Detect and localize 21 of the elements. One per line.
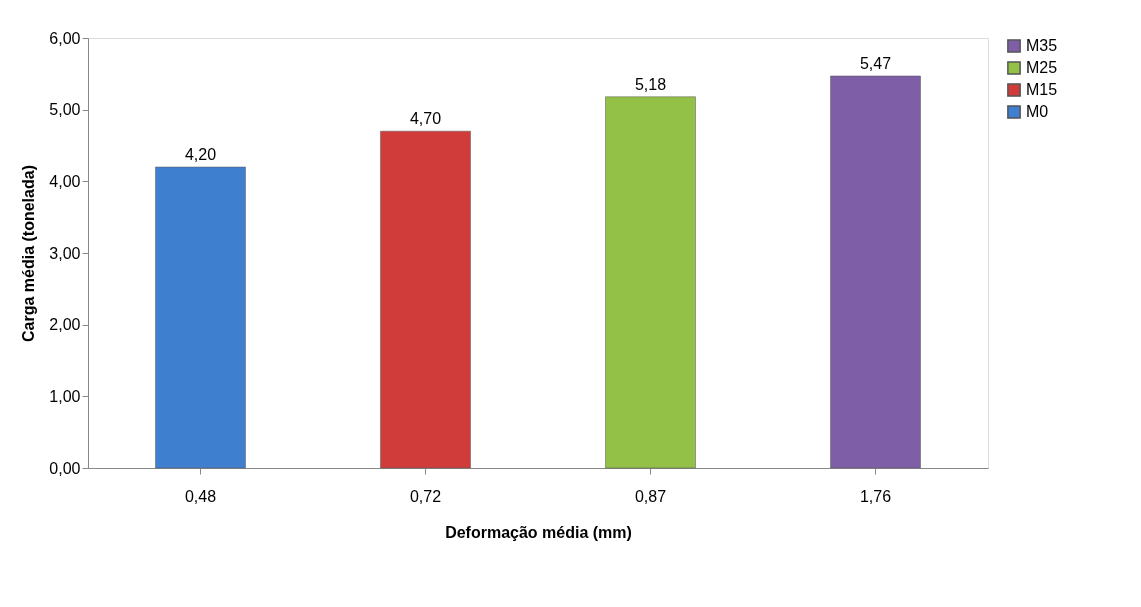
x-tick-label: 0,48 <box>184 487 217 505</box>
x-tick-label: 0,87 <box>634 487 667 505</box>
y-axis-title: Carga média (tonelada) <box>20 165 38 342</box>
x-axis-title: Deformação média (mm) <box>445 523 632 541</box>
data-label: 5,47 <box>859 54 892 72</box>
y-tick-label: 5,00 <box>49 101 81 119</box>
y-tick-label: 0,00 <box>49 459 81 477</box>
legend-label: M35 <box>1026 37 1058 54</box>
data-label: 4,20 <box>184 146 217 163</box>
legend-label: M15 <box>1026 81 1058 98</box>
legend-label: M0 <box>1026 103 1049 120</box>
x-tick-label: 0,72 <box>409 487 442 505</box>
legend-label: M25 <box>1026 59 1058 76</box>
y-tick-label: 1,00 <box>49 387 81 405</box>
y-tick-label: 2,00 <box>49 316 81 334</box>
data-label: 5,18 <box>634 75 667 93</box>
y-tick-label: 4,00 <box>49 172 81 190</box>
data-label: 4,70 <box>409 110 442 128</box>
y-tick-label: 3,00 <box>49 244 81 262</box>
y-tick-label: 6,00 <box>49 29 81 47</box>
x-tick-label: 1,76 <box>859 487 892 505</box>
